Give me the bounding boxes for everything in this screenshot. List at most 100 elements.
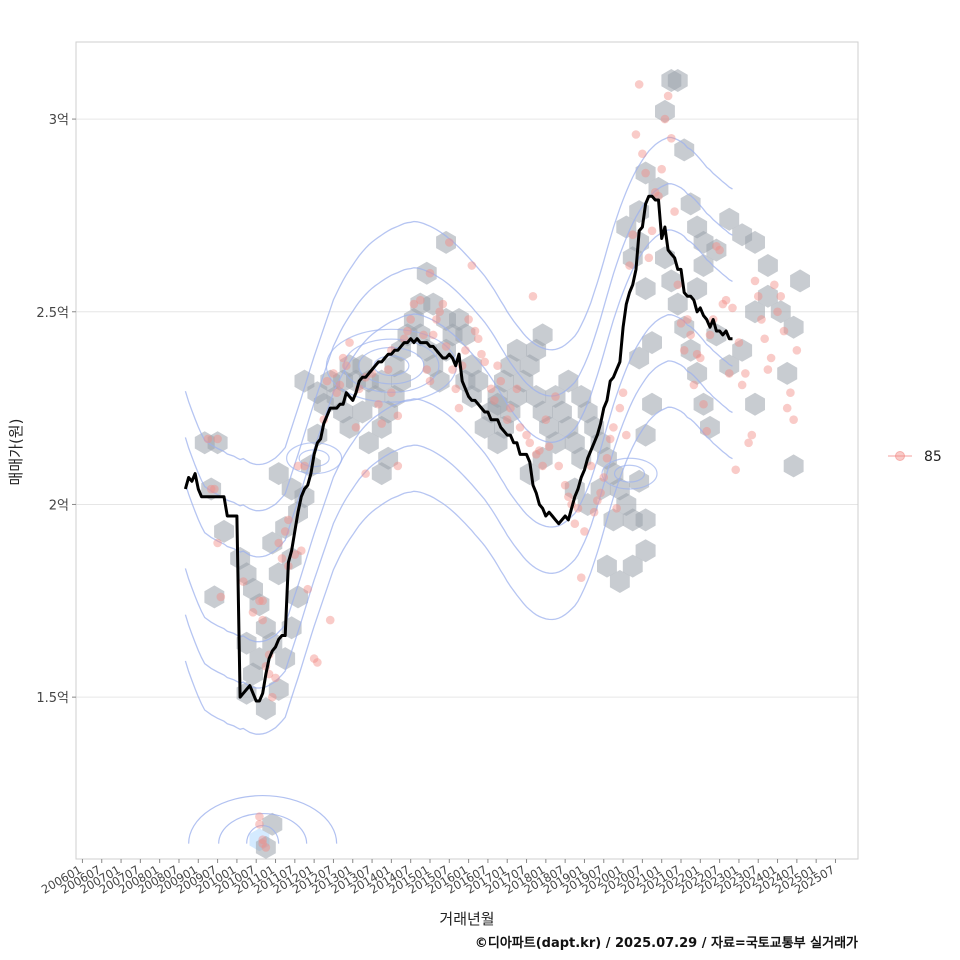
transaction-point-163 — [789, 415, 798, 424]
transaction-point-71 — [470, 326, 480, 336]
gridlines — [76, 118, 858, 698]
hexbin-162 — [616, 215, 637, 239]
transaction-point-141 — [718, 299, 728, 309]
hexbin-25 — [268, 462, 289, 486]
x-axis-title: 거래년월 — [439, 910, 494, 928]
transaction-point-94 — [564, 492, 573, 502]
transaction-point-131 — [686, 330, 695, 340]
transaction-point-159 — [776, 292, 786, 301]
transaction-point-32 — [332, 388, 341, 397]
transaction-point-52 — [409, 299, 419, 309]
transaction-point-17 — [277, 554, 287, 563]
transaction-point-106 — [605, 434, 615, 444]
transaction-point-85 — [528, 292, 538, 301]
hexbin-41 — [339, 415, 360, 439]
y-axis-title: 매매가(원) — [7, 419, 25, 486]
transaction-point-148 — [741, 369, 750, 378]
transaction-point-134 — [696, 353, 705, 363]
transaction-point-105 — [602, 453, 612, 463]
hexbin-45 — [358, 431, 379, 455]
transaction-point-84 — [525, 438, 535, 448]
hexbin-19 — [288, 585, 308, 609]
transaction-point-116 — [638, 149, 647, 159]
hexbin-136 — [655, 99, 675, 123]
transaction-point-16 — [274, 538, 284, 548]
hexbin-1 — [207, 431, 228, 455]
transaction-points — [203, 80, 802, 852]
hexbin-121 — [642, 331, 662, 355]
transaction-point-142 — [721, 295, 731, 305]
hexbin-91 — [519, 462, 540, 486]
transaction-point-6 — [239, 577, 248, 586]
transaction-point-33 — [335, 380, 345, 390]
hexbin-118 — [635, 423, 656, 447]
legend: 85 — [888, 449, 942, 465]
transaction-point-36 — [345, 338, 354, 347]
transaction-point-140 — [715, 245, 724, 255]
transaction-point-167 — [258, 839, 267, 848]
transaction-point-25 — [303, 584, 313, 594]
hexbin-154 — [777, 361, 798, 385]
transaction-point-115 — [634, 80, 644, 89]
hexbin-11 — [236, 631, 257, 655]
hexbin-143 — [706, 238, 727, 262]
hexbin-33 — [294, 369, 315, 393]
transaction-point-5 — [213, 434, 222, 444]
transaction-point-149 — [744, 438, 753, 448]
transaction-point-118 — [644, 253, 654, 263]
hexbin-112 — [597, 554, 617, 578]
hexbin-90 — [545, 431, 566, 455]
x-axis-ticks: 2006012006072007012007072008012008072009… — [39, 859, 837, 897]
transaction-point-135 — [699, 399, 708, 409]
transaction-point-55 — [422, 365, 432, 374]
transaction-point-30 — [322, 376, 332, 386]
transaction-point-60 — [435, 307, 444, 317]
hexbin-144 — [719, 207, 740, 231]
hexbin-146 — [745, 230, 765, 254]
transaction-point-78 — [496, 376, 506, 386]
hexbin-66 — [423, 292, 444, 316]
hexbin-13 — [243, 662, 263, 686]
hexbin-151 — [706, 323, 727, 347]
transaction-point-104 — [599, 473, 609, 482]
transaction-point-97 — [573, 504, 583, 513]
legend-label-85: 85 — [924, 449, 942, 465]
transaction-point-130 — [683, 315, 692, 324]
contour-ring-1-1 — [286, 442, 343, 475]
contour-band-3 — [184, 229, 733, 558]
transaction-point-10 — [258, 596, 267, 606]
transaction-point-4 — [203, 434, 213, 444]
transaction-point-157 — [770, 280, 779, 290]
hexbin-132 — [693, 392, 714, 416]
hexbin-134 — [687, 277, 708, 301]
hexbin-152 — [757, 284, 778, 308]
transaction-point-91 — [551, 392, 560, 401]
transaction-point-133 — [692, 349, 702, 359]
contour-bottom-1 — [218, 812, 308, 844]
transaction-point-98 — [576, 573, 586, 582]
hexbin-21 — [281, 546, 302, 570]
transaction-point-101 — [589, 507, 599, 517]
transaction-point-117 — [641, 168, 650, 178]
hexbin-139 — [674, 138, 695, 162]
hexbin-128 — [667, 292, 688, 316]
transaction-point-26 — [309, 654, 319, 663]
hexbin-119 — [642, 392, 662, 416]
transaction-point-28 — [325, 615, 335, 625]
transaction-point-92 — [554, 461, 564, 471]
hexbin-148 — [745, 300, 765, 324]
moving-average-path — [183, 194, 733, 703]
hexbin-135 — [693, 254, 714, 277]
transaction-point-61 — [438, 299, 448, 309]
transaction-point-18 — [280, 527, 290, 536]
transaction-point-102 — [593, 496, 602, 505]
transaction-point-37 — [351, 423, 361, 432]
hexbin-16 — [268, 677, 289, 701]
transaction-point-81 — [512, 384, 522, 394]
transaction-point-164 — [792, 346, 802, 355]
transaction-point-162 — [786, 388, 795, 397]
hexbin-156 — [790, 269, 810, 293]
transaction-point-147 — [737, 380, 747, 390]
hexbin-127 — [661, 269, 682, 293]
transaction-point-27 — [313, 658, 322, 667]
